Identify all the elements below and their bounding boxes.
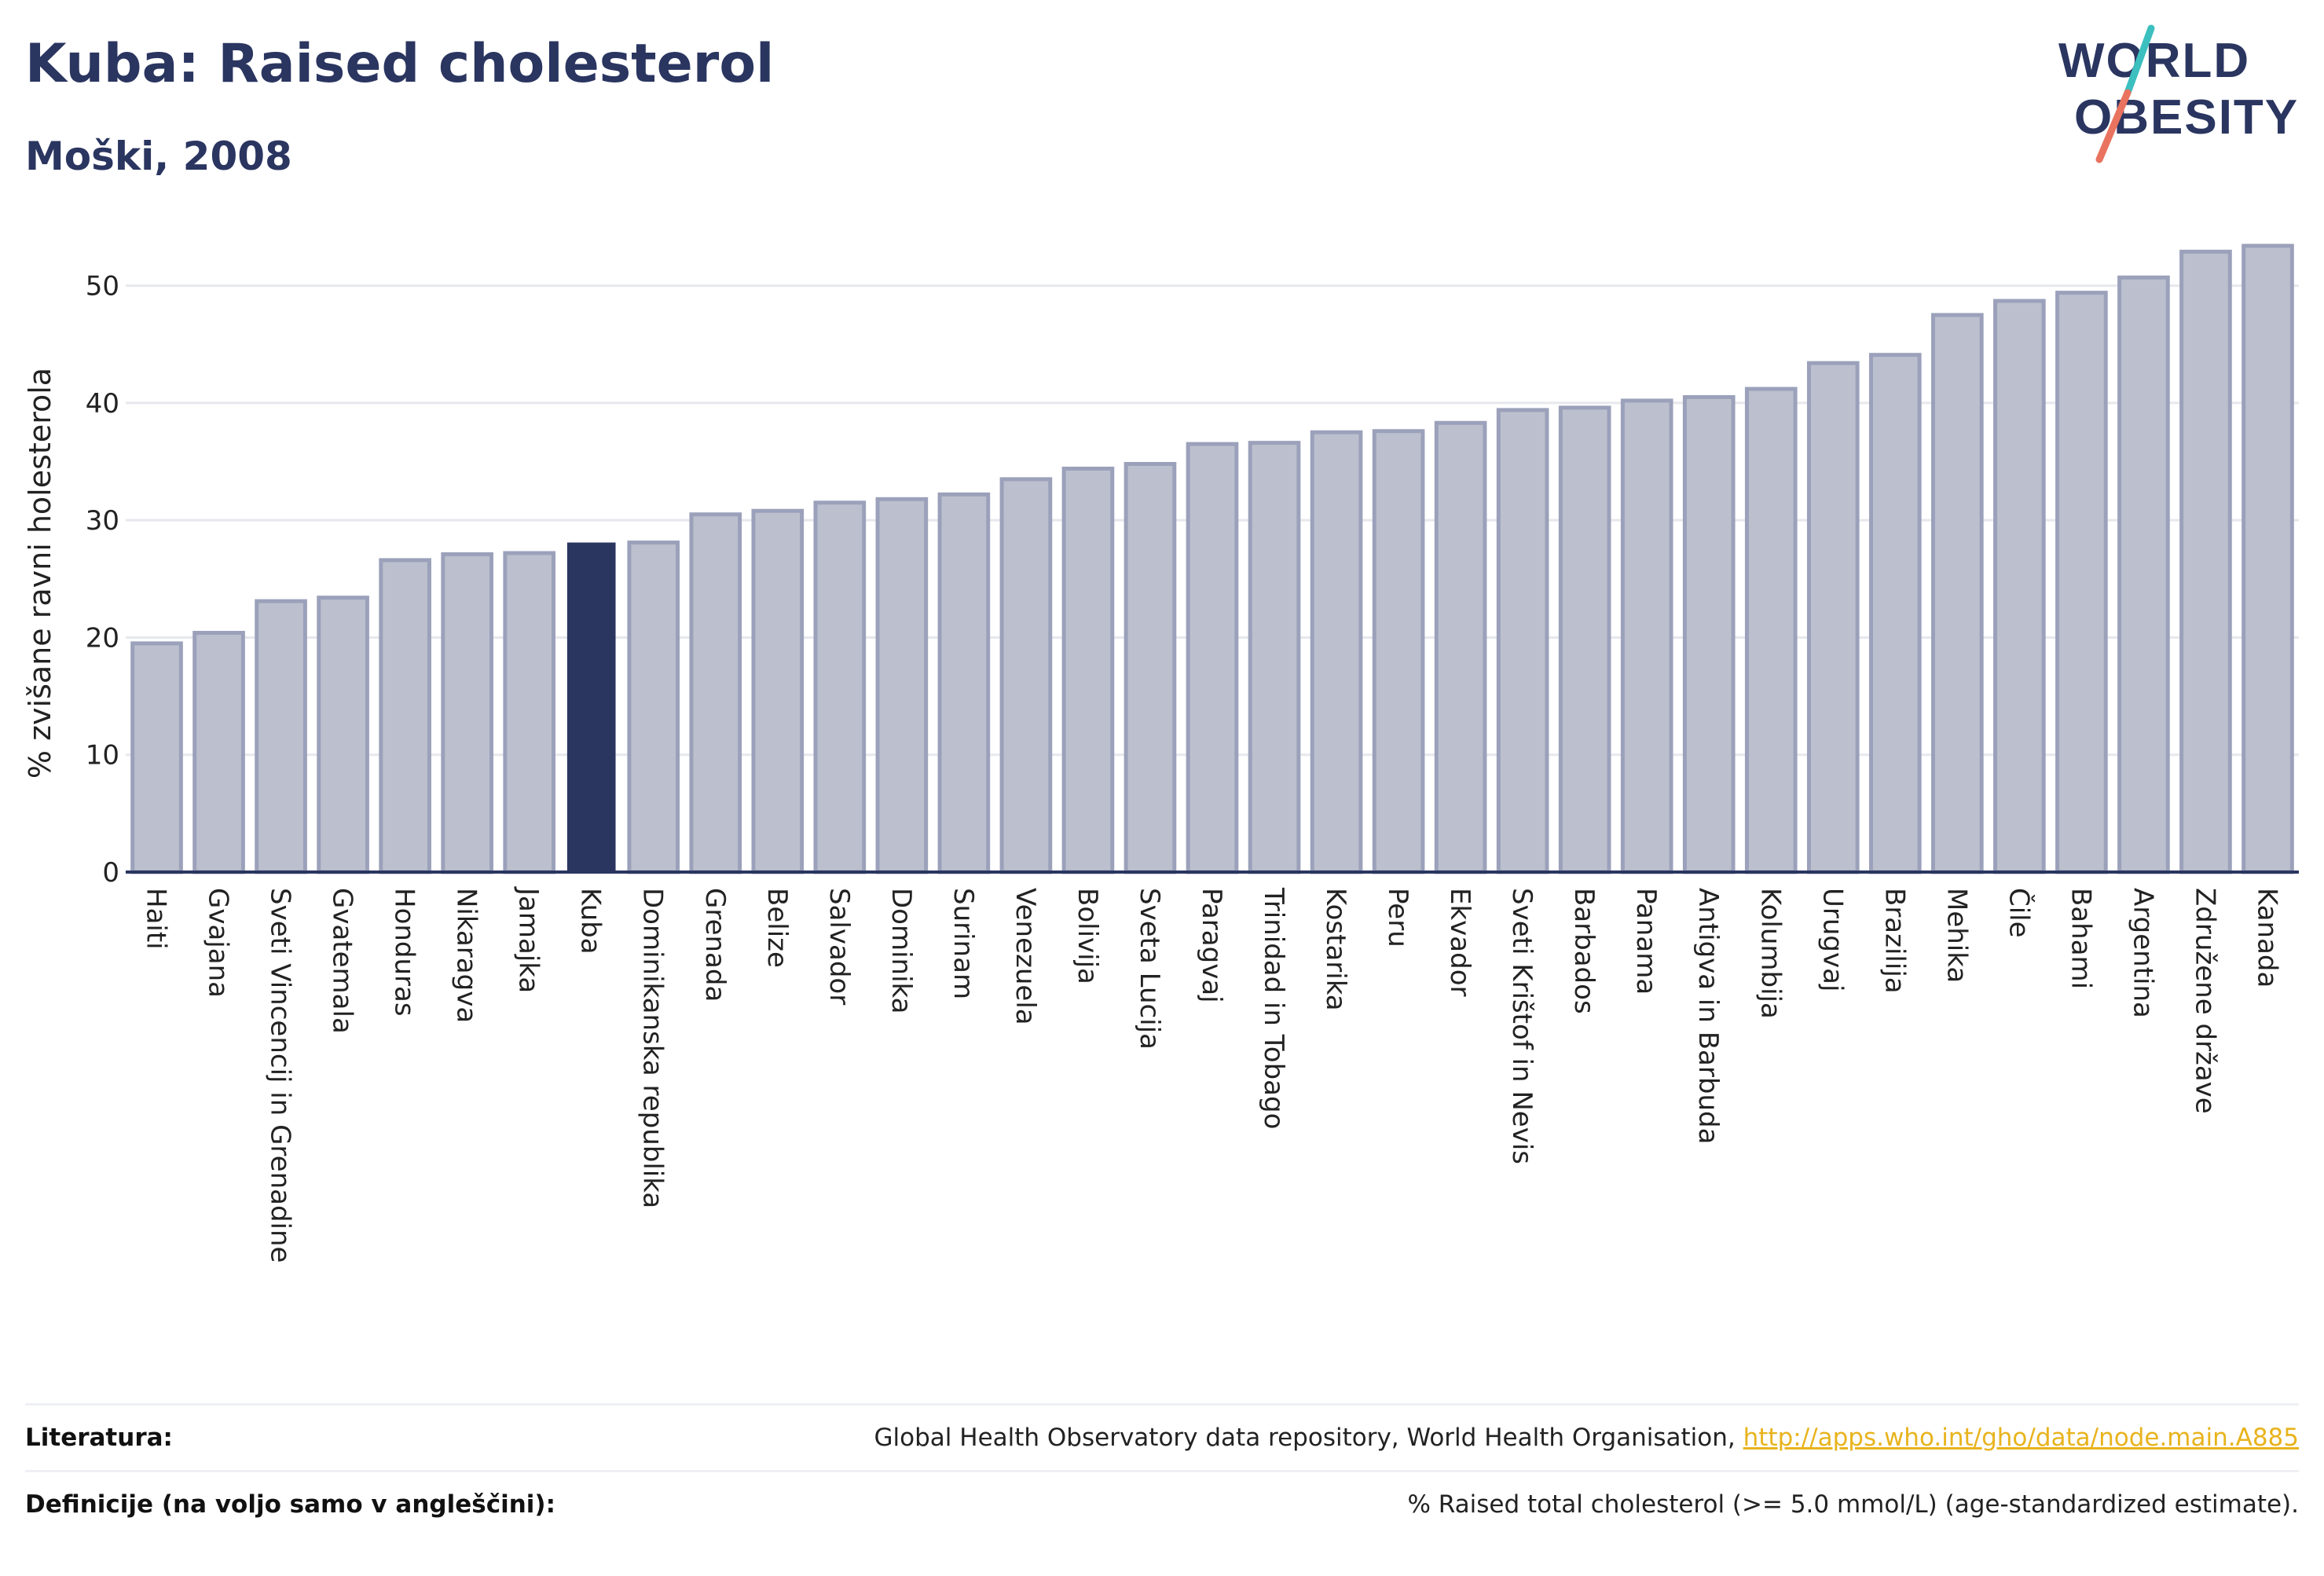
bar-argentina <box>2117 275 2170 874</box>
world-obesity-logo: WORLD OBESITY <box>2058 24 2297 163</box>
bar-kolumbija <box>1744 387 1798 874</box>
bar-peru <box>1372 429 1425 874</box>
x-tick-label: Sveti Krištof in Nevis <box>1506 888 1538 1164</box>
bar-surinam <box>937 492 991 874</box>
x-tick-label: Grenada <box>699 888 731 1002</box>
bar-dominikanska-republika <box>627 541 680 874</box>
bar-panama <box>1620 398 1673 874</box>
bar-mehika <box>1931 313 1984 874</box>
x-tick-label: Haiti <box>141 888 172 950</box>
bar-paragvaj <box>1186 442 1239 874</box>
bar-gvatemala <box>317 596 369 874</box>
footer: Literatura: Global Health Observatory da… <box>25 1403 2299 1537</box>
footer-definitions-row: Definicije (na voljo samo v angleščini):… <box>25 1470 2299 1537</box>
bar-sveti-vincencij-in-grenadine <box>255 599 307 874</box>
x-tick-label: Združene države <box>2189 888 2220 1114</box>
x-tick-label: Mehika <box>1941 888 1972 983</box>
bar-brazilija <box>1868 353 1922 874</box>
x-tick-label: Kanada <box>2251 888 2282 988</box>
literature-label: Literatura: <box>25 1424 173 1452</box>
chart-title: Kuba: Raised cholesterol <box>25 33 775 95</box>
x-tick-label: Sveti Vincencij in Grenadine <box>265 888 296 1263</box>
x-tick-label: Dominikanska republika <box>637 888 669 1208</box>
bar-sveta-lucija <box>1124 462 1177 874</box>
literature-link[interactable]: http://apps.who.int/gho/data/node.main.A… <box>1743 1424 2299 1452</box>
bar-belize <box>751 508 805 874</box>
y-axis-label: % zvišane ravni holesterola <box>23 368 57 779</box>
bar-nikaragva <box>441 552 493 874</box>
x-tick-label: Bahami <box>2065 888 2096 989</box>
y-tick-label: 50 <box>86 271 119 302</box>
x-tick-label: Ekvador <box>1444 888 1475 997</box>
y-tick-label: 0 <box>102 857 119 889</box>
labels-layer: Haiti Gvajana Sveti Vincencij in Grenadine… <box>141 886 2283 1263</box>
x-tick-label: Dominika <box>885 888 917 1013</box>
x-tick-label: Venezuela <box>1010 888 1041 1025</box>
bar-urugvaj <box>1806 361 1860 874</box>
definitions-label: Definicije (na voljo samo v angleščini): <box>25 1490 555 1519</box>
x-tick-label: Urugvaj <box>1816 888 1848 991</box>
x-tick-label: Nikaragva <box>451 888 482 1023</box>
literature-value: Global Health Observatory data repositor… <box>874 1424 2299 1452</box>
bar-zdru-ene-dr-ave <box>2179 249 2232 874</box>
bar-honduras <box>379 558 431 874</box>
bar--ile <box>1993 299 2046 874</box>
logo-slash-coral <box>2095 89 2132 163</box>
bar-trinidad-in-tobago <box>1248 441 1301 874</box>
x-tick-label: Kolumbija <box>1754 888 1786 1019</box>
x-tick-label: Surinam <box>948 888 979 999</box>
x-tick-label: Gvatemala <box>327 888 358 1034</box>
bar-chart: 0 10 20 30 40 50 % zvišane ravni holesterola H… <box>23 244 2299 1263</box>
literature-text: Global Health Observatory data repositor… <box>874 1424 1743 1452</box>
y-tick-label: 40 <box>86 388 119 420</box>
bar-kostarika <box>1310 430 1363 874</box>
bar-antigva-in-barbuda <box>1682 394 1736 874</box>
x-tick-label: Kuba <box>575 888 607 955</box>
definitions-value: % Raised total cholesterol (>= 5.0 mmol/… <box>1407 1490 2299 1519</box>
bar-bahami <box>2055 291 2108 874</box>
footer-literature-row: Literatura: Global Health Observatory da… <box>25 1403 2299 1470</box>
x-tick-label: Trinidad in Tobago <box>1258 887 1289 1129</box>
x-tick-label: Brazilija <box>1879 888 1910 994</box>
bar-grenada <box>689 512 742 874</box>
x-tick-label: Čile <box>2003 888 2035 938</box>
bar-kanada <box>2242 244 2294 874</box>
x-tick-label: Paragvaj <box>1196 888 1227 1003</box>
x-tick-label: Kostarika <box>1320 888 1351 1011</box>
x-tick-label: Sveta Lucija <box>1134 888 1165 1050</box>
y-tick-label: 30 <box>86 505 119 537</box>
bar-sveti-kri-tof-in-nevis <box>1496 408 1549 874</box>
bar-venezuela <box>999 477 1053 874</box>
bar-gvajana <box>192 630 245 874</box>
axis-layer: 0 10 20 30 40 50 % zvišane ravni holesterola <box>23 271 2299 889</box>
bar-barbados <box>1558 405 1611 874</box>
x-tick-label: Bolivija <box>1072 888 1103 984</box>
x-tick-label: Honduras <box>389 888 420 1017</box>
logo-slash-teal <box>2124 24 2155 97</box>
bar-ekvador <box>1434 420 1487 874</box>
bar-kuba <box>566 542 616 872</box>
x-tick-label: Salvador <box>823 888 855 1005</box>
x-tick-label: Barbados <box>1568 888 1600 1014</box>
logo-line-1: WORLD <box>2058 34 2250 88</box>
bars-layer <box>130 244 2294 874</box>
y-tick-label: 10 <box>86 740 119 772</box>
chart-subtitle: Moški, 2008 <box>25 134 292 179</box>
x-tick-label: Peru <box>1382 888 1413 947</box>
x-tick-label: Argentina <box>2127 888 2158 1018</box>
bar-jamajka <box>503 551 556 874</box>
x-tick-label: Jamajka <box>513 886 544 993</box>
x-tick-label: Panama <box>1630 888 1662 995</box>
x-tick-label: Belize <box>761 888 793 968</box>
x-tick-label: Gvajana <box>203 888 234 998</box>
y-tick-label: 20 <box>86 622 119 654</box>
bar-dominika <box>875 497 929 874</box>
x-tick-label: Antigva in Barbuda <box>1692 888 1724 1144</box>
bar-bolivija <box>1061 467 1115 874</box>
bar-salvador <box>813 500 867 874</box>
bar-haiti <box>130 641 183 874</box>
